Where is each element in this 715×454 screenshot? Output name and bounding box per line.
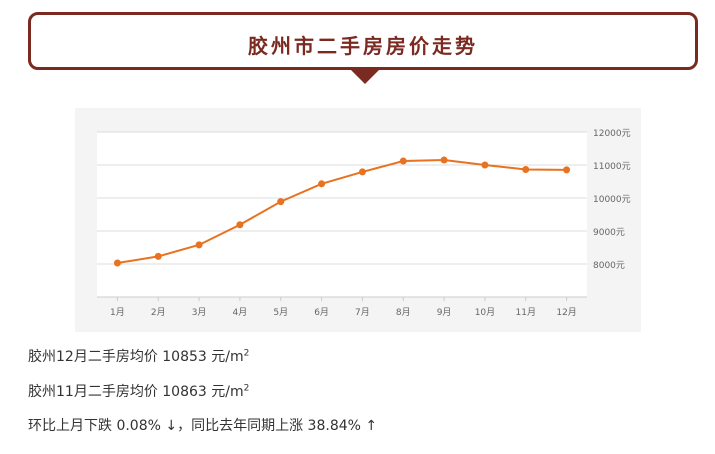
data-point <box>277 198 285 206</box>
data-point <box>481 161 489 169</box>
summary-line-change: 环比上月下跌 0.08% ↓，同比去年同期上涨 38.84% ↑ <box>28 415 377 435</box>
x-tick-label: 11月 <box>516 307 536 318</box>
data-point <box>318 180 326 188</box>
x-tick-label: 9月 <box>437 307 452 318</box>
x-tick-label: 8月 <box>396 307 411 318</box>
data-point <box>440 156 448 164</box>
december-unit-exponent: 2 <box>243 348 250 359</box>
price-trend-chart: 8000元 9000元 10000元 11000元 12000元 1月 2月 3月 4月 5月 6月… <box>97 129 631 318</box>
december-price-text: 胶州12月二手房均价 10853 元/m <box>28 349 244 365</box>
summary-line-november: 胶州11月二手房均价 10863 元/m2 <box>28 381 249 401</box>
x-tick-label: 3月 <box>192 307 207 318</box>
y-tick-label: 10000元 <box>593 195 631 205</box>
data-point <box>195 241 203 249</box>
data-point <box>399 157 407 165</box>
summary-line-december: 胶州12月二手房均价 10853 元/m2 <box>28 346 249 366</box>
data-point <box>522 166 530 174</box>
x-tick-label: 4月 <box>233 307 248 318</box>
data-point <box>563 166 571 174</box>
x-tick-label: 12月 <box>556 307 576 318</box>
y-tick-label: 9000元 <box>593 228 625 238</box>
data-point <box>236 221 244 229</box>
page-title: 胶州市二手房房价走势 <box>248 34 478 58</box>
series-line <box>117 159 567 264</box>
y-tick-label: 11000元 <box>593 162 631 172</box>
chart-card: 8000元 9000元 10000元 11000元 12000元 1月 2月 3月 4月 5月 6月… <box>75 108 641 332</box>
data-point <box>154 252 162 260</box>
x-tick-label: 5月 <box>273 307 288 318</box>
title-pointer <box>351 70 379 84</box>
data-point <box>113 259 121 267</box>
x-tick-label: 1月 <box>110 307 125 318</box>
x-tick-label: 2月 <box>151 307 166 318</box>
title-banner: 胶州市二手房房价走势 <box>28 12 698 70</box>
plot-area <box>97 132 587 297</box>
november-price-text: 胶州11月二手房均价 10863 元/m <box>28 384 244 400</box>
x-tick-label: 7月 <box>355 307 370 318</box>
y-tick-label: 12000元 <box>593 129 631 139</box>
change-text: 环比上月下跌 0.08% ↓，同比去年同期上涨 38.84% ↑ <box>28 418 378 434</box>
data-point <box>358 168 366 176</box>
x-tick-label: 6月 <box>314 307 329 318</box>
y-tick-label: 8000元 <box>593 261 625 271</box>
x-tick-label: 10月 <box>475 307 495 318</box>
november-unit-exponent: 2 <box>243 383 250 394</box>
